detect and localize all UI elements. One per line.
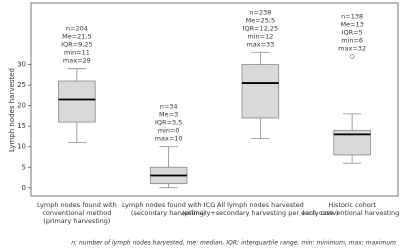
x-tick-label: (only conventional harvesting): [302, 209, 400, 217]
annotation: IQR=9,25: [61, 41, 92, 49]
footnote: n: number of lymph nodes harvested, me: …: [71, 240, 396, 247]
y-tick-label: 5: [22, 163, 26, 171]
annotation: min=0: [158, 127, 180, 135]
annotation: min=6: [341, 36, 363, 44]
annotation: max=33: [246, 40, 274, 48]
annotation: Me=25,5: [246, 16, 276, 24]
annotation: Me=13: [340, 20, 363, 28]
x-tick-label: (primary harvesting): [43, 217, 110, 225]
x-tick-label: All lymph nodes harvested: [217, 201, 304, 209]
x-tick-label: (secondary harvesting): [131, 209, 206, 217]
annotation: max=29: [63, 57, 91, 65]
annotation: n=34: [160, 103, 178, 111]
x-tick-label: Historic cohort: [328, 201, 376, 209]
y-tick-label: 15: [17, 122, 26, 130]
annotation: IQR=3,5: [155, 119, 182, 127]
plot-frame: [30, 2, 399, 197]
y-tick-label: 30: [17, 61, 26, 69]
annotation: Me=3: [159, 111, 178, 119]
annotation: n=204: [66, 25, 88, 33]
x-tick-label: Lymph nodes found with ICG: [122, 201, 215, 209]
box: [58, 80, 96, 123]
x-tick-label: (primary+secondary harvesting per each c…: [182, 209, 338, 217]
annotation: n=138: [341, 12, 363, 20]
y-tick-label: 0: [22, 184, 26, 192]
annotation: min=12: [247, 32, 273, 40]
annotation: max=32: [338, 44, 366, 52]
y-axis-label: Lymph nodes harvested: [8, 68, 16, 152]
annotation: max=10: [155, 135, 183, 143]
annotation: Me=21,5: [62, 33, 92, 41]
y-tick-label: 25: [17, 81, 26, 89]
x-tick-label: Lymph nodes found with: [37, 201, 117, 209]
annotation: n=238: [249, 8, 271, 16]
x-tick-label: conventional method: [42, 209, 111, 217]
box: [241, 64, 280, 119]
annotation: min=11: [64, 49, 90, 57]
y-tick-label: 10: [17, 143, 26, 151]
outlier: [349, 53, 355, 59]
y-tick-label: 20: [17, 102, 26, 110]
annotation: IQR=12,25: [243, 24, 279, 32]
annotation: IQR=5: [342, 28, 363, 36]
